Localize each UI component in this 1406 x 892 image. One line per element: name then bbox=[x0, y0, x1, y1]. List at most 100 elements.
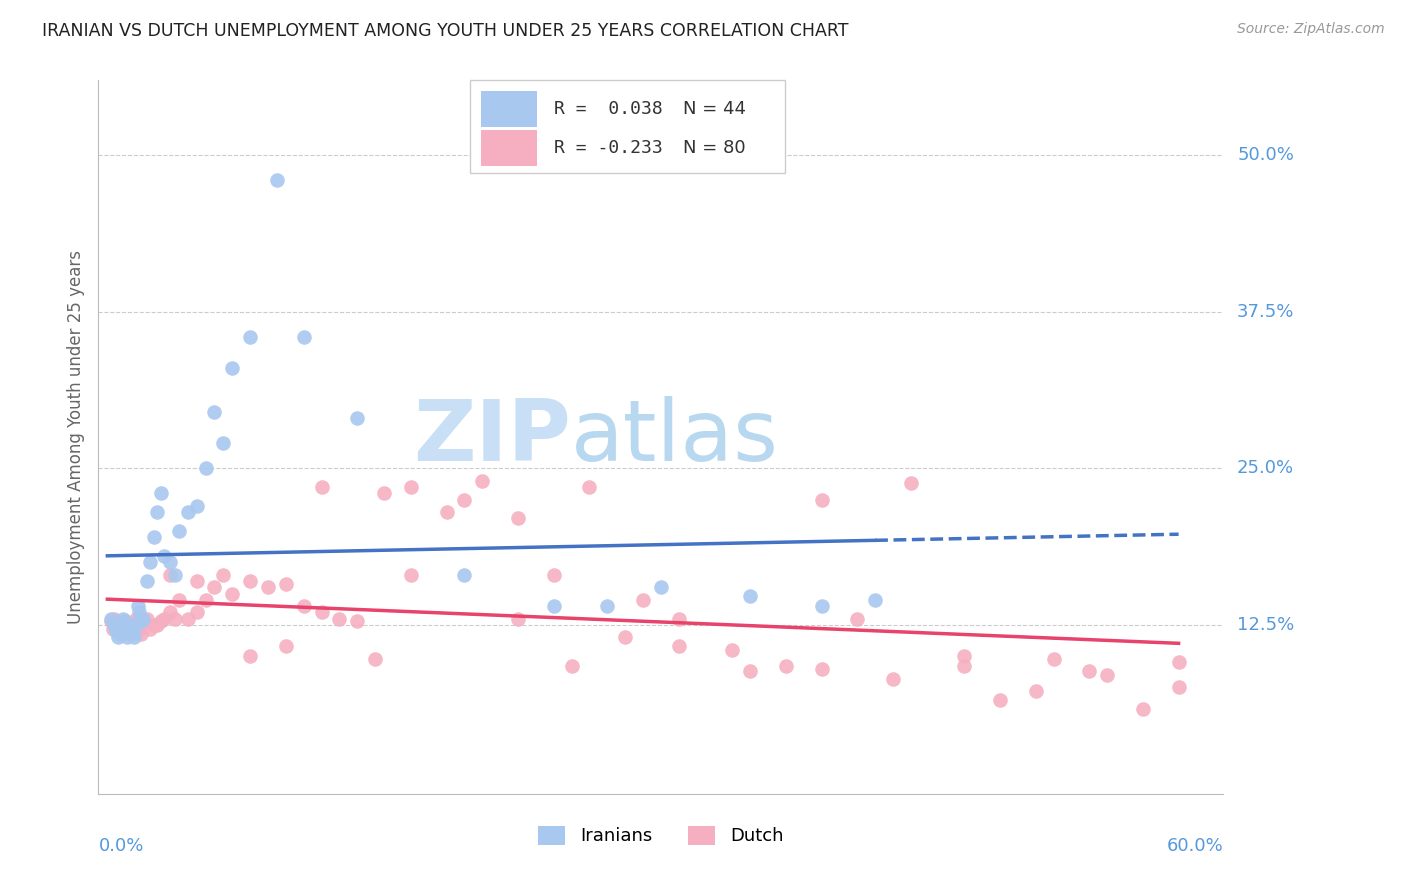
Point bbox=[186, 499, 208, 513]
Point bbox=[122, 618, 145, 632]
Point bbox=[810, 662, 832, 676]
Point bbox=[135, 612, 157, 626]
Point bbox=[292, 330, 315, 344]
Point bbox=[292, 599, 315, 613]
Point bbox=[125, 618, 148, 632]
Point bbox=[274, 576, 297, 591]
Point bbox=[738, 589, 761, 603]
Point bbox=[775, 659, 797, 673]
Point bbox=[153, 549, 176, 563]
Point bbox=[149, 614, 172, 628]
Point bbox=[129, 614, 152, 628]
Point bbox=[257, 580, 280, 594]
Point bbox=[596, 599, 619, 613]
Text: R =  0.038: R = 0.038 bbox=[554, 100, 662, 118]
Point bbox=[120, 624, 142, 639]
Point bbox=[399, 567, 422, 582]
Point bbox=[668, 612, 690, 626]
Point bbox=[165, 612, 187, 626]
Point bbox=[103, 612, 125, 626]
Point bbox=[239, 574, 262, 588]
Point bbox=[721, 643, 744, 657]
Point bbox=[128, 605, 150, 619]
Point bbox=[668, 639, 690, 653]
Point bbox=[111, 622, 134, 636]
Text: 37.5%: 37.5% bbox=[1237, 303, 1295, 321]
Point bbox=[132, 612, 155, 626]
Point bbox=[1132, 702, 1154, 716]
Point bbox=[194, 461, 217, 475]
Point bbox=[650, 580, 672, 594]
Point bbox=[988, 693, 1011, 707]
Text: N = 80: N = 80 bbox=[683, 139, 747, 157]
Point bbox=[108, 626, 131, 640]
Point bbox=[128, 622, 150, 636]
Point bbox=[453, 492, 475, 507]
Point bbox=[118, 618, 141, 632]
Point bbox=[863, 592, 886, 607]
Point bbox=[543, 567, 565, 582]
Y-axis label: Unemployment Among Youth under 25 years: Unemployment Among Youth under 25 years bbox=[66, 250, 84, 624]
Point bbox=[543, 599, 565, 613]
Point bbox=[212, 436, 235, 450]
Point bbox=[221, 586, 243, 600]
Point bbox=[125, 612, 148, 626]
Point bbox=[122, 631, 145, 645]
Point bbox=[311, 480, 333, 494]
FancyBboxPatch shape bbox=[481, 130, 537, 166]
Point bbox=[100, 612, 122, 626]
Point bbox=[139, 622, 162, 636]
Point bbox=[105, 614, 128, 628]
FancyBboxPatch shape bbox=[470, 80, 785, 173]
Point bbox=[1095, 668, 1118, 682]
Point bbox=[118, 618, 141, 632]
Point bbox=[212, 567, 235, 582]
Point bbox=[373, 486, 395, 500]
FancyBboxPatch shape bbox=[481, 91, 537, 127]
Point bbox=[127, 599, 149, 613]
Point bbox=[1167, 681, 1189, 695]
Point bbox=[346, 411, 368, 425]
Point bbox=[239, 649, 262, 664]
Point bbox=[186, 574, 208, 588]
Point bbox=[471, 474, 494, 488]
Point bbox=[436, 505, 458, 519]
Point bbox=[105, 624, 128, 639]
Point bbox=[239, 330, 262, 344]
Text: 60.0%: 60.0% bbox=[1167, 837, 1223, 855]
Text: 0.0%: 0.0% bbox=[98, 837, 143, 855]
Point bbox=[167, 524, 190, 538]
Point bbox=[204, 580, 226, 594]
Point bbox=[121, 626, 143, 640]
Point bbox=[266, 173, 288, 187]
Point bbox=[506, 511, 529, 525]
Text: 25.0%: 25.0% bbox=[1237, 459, 1295, 477]
Point bbox=[953, 659, 976, 673]
Point bbox=[846, 612, 869, 626]
Point bbox=[146, 618, 169, 632]
Point bbox=[578, 480, 600, 494]
Point bbox=[115, 622, 138, 636]
Point bbox=[159, 605, 181, 619]
Point bbox=[274, 639, 297, 653]
Point bbox=[176, 612, 198, 626]
Point bbox=[159, 555, 181, 569]
Point bbox=[1025, 684, 1047, 698]
Point bbox=[100, 614, 122, 628]
Point bbox=[107, 618, 129, 632]
Point bbox=[142, 618, 165, 632]
Point bbox=[120, 624, 142, 639]
Point bbox=[153, 612, 176, 626]
Point bbox=[132, 614, 155, 628]
Point bbox=[1078, 664, 1101, 678]
Point bbox=[103, 618, 125, 632]
Point bbox=[328, 612, 350, 626]
Point bbox=[114, 614, 136, 628]
Point bbox=[165, 567, 187, 582]
Text: IRANIAN VS DUTCH UNEMPLOYMENT AMONG YOUTH UNDER 25 YEARS CORRELATION CHART: IRANIAN VS DUTCH UNEMPLOYMENT AMONG YOUT… bbox=[42, 22, 849, 40]
Point bbox=[186, 605, 208, 619]
Point bbox=[311, 605, 333, 619]
Point bbox=[346, 614, 368, 628]
Text: atlas: atlas bbox=[571, 395, 779, 479]
Point bbox=[167, 592, 190, 607]
